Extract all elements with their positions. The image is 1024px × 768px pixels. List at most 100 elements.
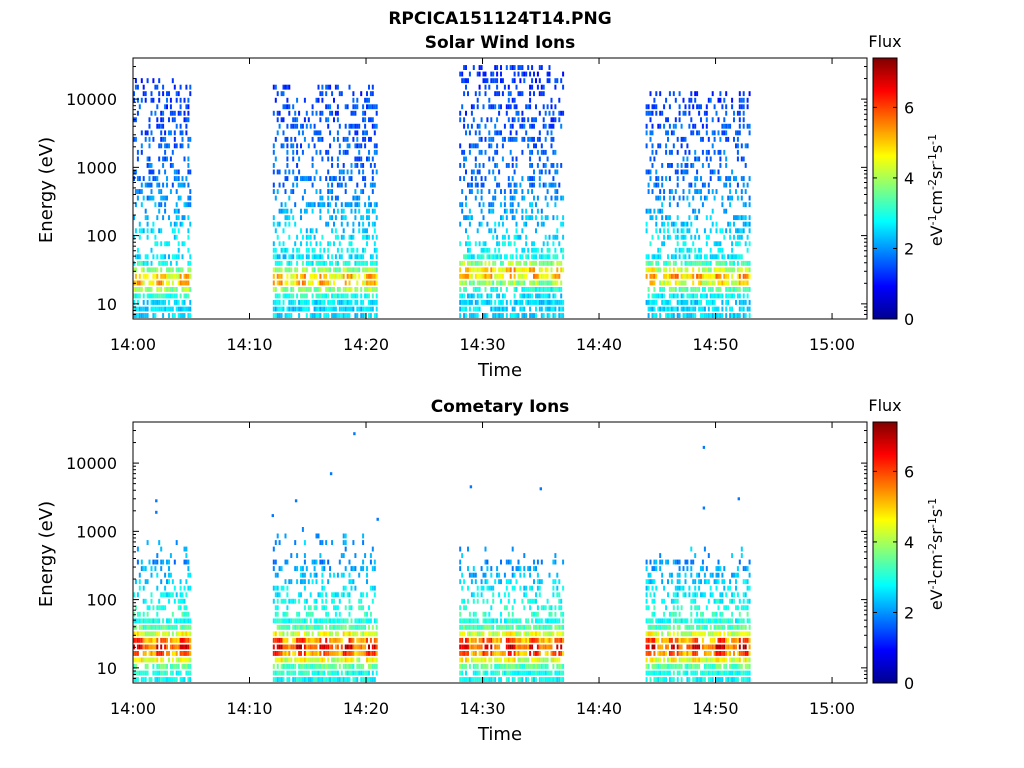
- heatmap-cell: [173, 208, 176, 214]
- heatmap-cell: [668, 202, 671, 208]
- heatmap-cell: [531, 611, 534, 617]
- heatmap-cell: [536, 605, 539, 611]
- heatmap-cell: [552, 592, 555, 598]
- heatmap-cell: [362, 221, 365, 227]
- heatmap-cell: [162, 163, 165, 168]
- heatmap-cell: [313, 267, 316, 273]
- heatmap-cell: [509, 579, 512, 585]
- heatmap-cell: [515, 234, 518, 240]
- heatmap-cell: [511, 215, 514, 221]
- heatmap-cell: [181, 306, 184, 312]
- heatmap-cell: [467, 300, 469, 305]
- heatmap-cell: [472, 143, 475, 149]
- heatmap-cell: [369, 136, 372, 142]
- heatmap-cell: [531, 267, 534, 273]
- heatmap-cell: [142, 631, 145, 637]
- heatmap-cell: [519, 280, 522, 286]
- heatmap-cell: [350, 306, 353, 312]
- heatmap-cell: [562, 624, 565, 630]
- heatmap-cell: [558, 287, 561, 292]
- heatmap-cell: [286, 664, 289, 669]
- heatmap-cell: [327, 241, 330, 247]
- heatmap-cell: [354, 130, 357, 136]
- heatmap-cell: [523, 195, 526, 201]
- heatmap-cell: [148, 117, 151, 123]
- heatmap-cell: [529, 313, 532, 318]
- heatmap-cell: [678, 91, 681, 97]
- heatmap-cell: [280, 566, 283, 571]
- heatmap-cell: [305, 123, 308, 129]
- heatmap-cell: [189, 84, 192, 90]
- heatmap-cell: [152, 624, 155, 630]
- heatmap-cell: [181, 136, 184, 142]
- heatmap-cell: [338, 176, 341, 181]
- heatmap-cell: [513, 234, 516, 240]
- heatmap-cell: [158, 123, 161, 129]
- heatmap-cell: [723, 254, 726, 260]
- heatmap-cell: [694, 300, 697, 305]
- heatmap-cell: [317, 260, 320, 266]
- heatmap-cell: [533, 677, 535, 682]
- heatmap-cell: [162, 91, 165, 97]
- heatmap-cell: [505, 664, 508, 669]
- heatmap-cell: [651, 143, 654, 149]
- heatmap-cell: [705, 149, 708, 155]
- heatmap-cell: [296, 273, 299, 279]
- heatmap-cell: [164, 130, 167, 136]
- heatmap-cell: [461, 260, 464, 266]
- heatmap-cell: [709, 97, 712, 103]
- heatmap-cell: [303, 287, 306, 292]
- heatmap-cell: [554, 651, 557, 656]
- heatmap-cell: [358, 651, 361, 656]
- heatmap-cell: [362, 254, 365, 260]
- heatmap-cell: [653, 287, 656, 292]
- heatmap-cell: [647, 254, 650, 260]
- heatmap-cell: [150, 631, 153, 637]
- heatmap-cell: [645, 651, 648, 656]
- heatmap-cell: [488, 254, 491, 260]
- heatmap-cell: [521, 273, 524, 279]
- heatmap-cell: [661, 287, 664, 292]
- heatmap-cell: [315, 260, 318, 266]
- heatmap-cell: [185, 670, 188, 676]
- heatmap-cell: [521, 117, 524, 123]
- heatmap-cell: [317, 651, 320, 656]
- heatmap-cell: [140, 306, 143, 312]
- heatmap-cell: [746, 234, 749, 240]
- heatmap-cell: [280, 657, 283, 663]
- heatmap-cell: [158, 651, 161, 656]
- heatmap-cell: [542, 300, 545, 305]
- heatmap-cell: [175, 189, 178, 194]
- heatmap-cell: [725, 267, 728, 273]
- heatmap-cell: [665, 273, 668, 279]
- heatmap-cell: [315, 624, 318, 630]
- heatmap-cell: [486, 78, 489, 84]
- heatmap-cell: [187, 273, 190, 279]
- heatmap-cell: [150, 267, 153, 273]
- heatmap-cell: [356, 618, 359, 624]
- heatmap-cell: [519, 78, 522, 84]
- heatmap-cell: [484, 273, 487, 279]
- heatmap-cell: [177, 605, 180, 611]
- heatmap-cell: [488, 280, 491, 286]
- heatmap-cell: [700, 260, 702, 266]
- heatmap-cell: [169, 677, 172, 682]
- heatmap-cell: [309, 273, 312, 279]
- heatmap-cell: [550, 300, 553, 305]
- heatmap-cell: [484, 572, 487, 578]
- heatmap-cell: [529, 182, 532, 188]
- heatmap-cell: [272, 300, 275, 305]
- heatmap-cell: [319, 208, 322, 214]
- heatmap-cell: [507, 637, 510, 643]
- heatmap-cell: [175, 651, 178, 656]
- heatmap-cell: [548, 287, 551, 292]
- heatmap-cell: [684, 104, 687, 110]
- heatmap-cell: [692, 241, 695, 247]
- heatmap-cell: [294, 123, 297, 129]
- heatmap-cell: [346, 287, 349, 292]
- heatmap-cell: [290, 631, 293, 637]
- heatmap-cell: [334, 84, 337, 90]
- heatmap-cell: [171, 293, 174, 299]
- heatmap-cell: [486, 637, 489, 643]
- heatmap-cell: [542, 254, 545, 260]
